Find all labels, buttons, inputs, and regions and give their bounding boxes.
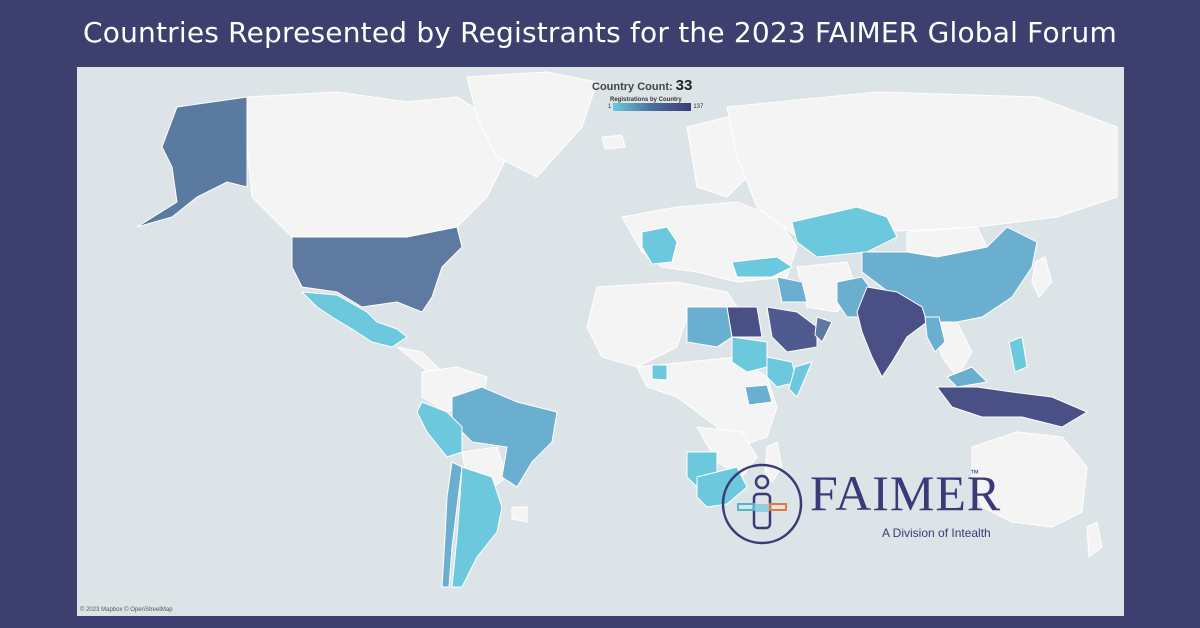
russia xyxy=(726,91,1118,238)
country-chile xyxy=(441,461,463,588)
madagascar xyxy=(764,441,783,483)
map-attribution[interactable]: © 2023 Mapbox © OpenStreetMap xyxy=(80,607,173,613)
new-zealand xyxy=(1086,521,1103,558)
country-kazakhstan xyxy=(791,206,898,258)
trademark-symbol: ™ xyxy=(970,468,979,478)
country-oman xyxy=(814,316,833,343)
faimer-logo-mark xyxy=(721,463,803,545)
country-count: Country Count: 33 xyxy=(592,77,722,94)
legend-max: 137 xyxy=(693,104,704,110)
canada xyxy=(246,91,508,238)
north-africa xyxy=(586,281,738,368)
legend-scale: 1 137 xyxy=(608,103,722,111)
country-nigeria xyxy=(651,364,668,381)
country-peru xyxy=(416,401,463,458)
page-title: Countries Represented by Registrants for… xyxy=(83,16,1117,49)
iceland xyxy=(601,134,626,150)
country-sudan xyxy=(731,336,768,373)
country-uganda-kenya xyxy=(744,384,773,406)
country-india xyxy=(856,286,928,378)
australia xyxy=(971,431,1088,528)
uruguay xyxy=(511,506,528,523)
faimer-wordmark: FAIMER xyxy=(810,465,1002,521)
country-count-value: 33 xyxy=(675,77,693,94)
world-map[interactable]: Country Count: 33 Registrations by Countr… xyxy=(77,67,1124,616)
country-iraq xyxy=(776,276,808,303)
map-legend: Country Count: 33 Registrations by Countr… xyxy=(592,77,722,111)
country-philippines xyxy=(1008,336,1028,373)
country-saudi-arabia xyxy=(766,306,818,353)
country-malaysia xyxy=(946,366,989,388)
country-myanmar xyxy=(924,316,946,353)
registrant-countries xyxy=(136,96,1089,588)
legend-gradient xyxy=(613,103,692,111)
country-argentina xyxy=(451,466,503,588)
country-turkey xyxy=(731,256,793,278)
japan xyxy=(1031,256,1053,298)
country-alaska xyxy=(136,96,248,228)
country-egypt xyxy=(726,306,763,338)
country-mexico xyxy=(300,291,408,348)
faimer-logo: FAIMER ™ A Division of Intealth xyxy=(720,463,1040,545)
greenland xyxy=(466,71,598,178)
country-count-label: Country Count: xyxy=(592,81,673,93)
country-somalia xyxy=(788,361,813,398)
faimer-tagline: A Division of Intealth xyxy=(882,526,991,540)
country-ethiopia xyxy=(766,356,798,388)
country-brazil xyxy=(451,386,558,488)
map-canvas xyxy=(136,71,1118,588)
central-africa xyxy=(636,356,778,448)
country-indonesia xyxy=(936,386,1089,428)
legend-min: 1 xyxy=(608,104,612,110)
country-france xyxy=(641,226,678,265)
country-libya xyxy=(686,306,733,348)
legend-title: Registrations by Country xyxy=(610,97,682,103)
base-land xyxy=(246,71,1118,558)
country-usa xyxy=(291,226,463,313)
